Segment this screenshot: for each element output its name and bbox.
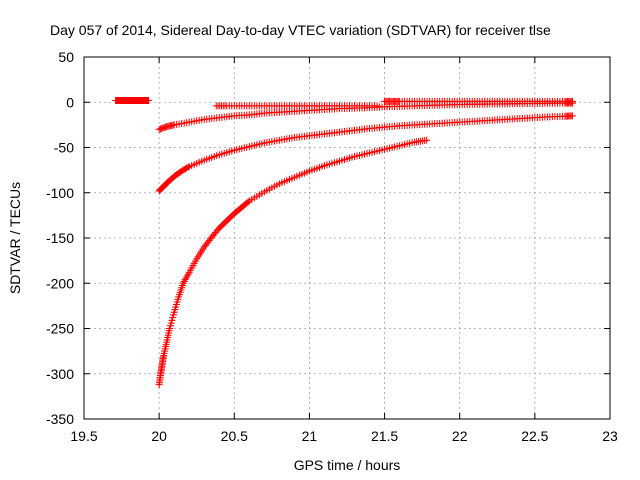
y-axis-label: SDTVAR / TECUs [7,182,23,294]
data-point [145,96,153,104]
series-6 [381,97,576,105]
data-point [179,279,187,287]
series-5 [212,102,381,110]
y-tick-label: -50 [54,140,74,156]
x-tick-label: 21 [302,428,318,444]
y-tick-label: -250 [46,321,74,337]
chart-title: Day 057 of 2014, Sidereal Day-to-day VTE… [50,22,551,38]
y-tick-label: -200 [46,275,74,291]
data-point [182,274,190,282]
data-point [373,102,381,110]
x-tick-label: 22.5 [521,428,548,444]
series-4 [155,136,431,389]
x-tick-label: 20 [151,428,167,444]
axis-ticks: 19.5 20 20.5 21 21.5 22 22.5 23 50 0 -50 -100 -150 -2… [46,49,618,444]
series-3 [155,112,576,195]
y-tick-label: -350 [46,411,74,427]
data-point [423,136,431,144]
data-point [568,97,576,105]
x-tick-label: 22 [452,428,468,444]
y-tick-label: -300 [46,366,74,382]
y-tick-label: -100 [46,185,74,201]
x-tick-label: 19.5 [70,428,97,444]
x-tick-label: 23 [602,428,618,444]
y-tick-label: -150 [46,230,74,246]
data-point [244,198,252,206]
y-tick-label: 50 [58,49,74,65]
series-1 [112,96,153,104]
x-tick-label: 21.5 [371,428,398,444]
data-point [183,272,191,280]
data-point [184,163,192,171]
data-point [181,276,189,284]
x-axis-label: GPS time / hours [294,457,401,473]
data-points [112,96,576,389]
data-point [184,270,192,278]
data-point [568,112,576,120]
y-tick-label: 0 [66,94,74,110]
data-point [180,277,188,285]
x-tick-label: 20.5 [221,428,248,444]
